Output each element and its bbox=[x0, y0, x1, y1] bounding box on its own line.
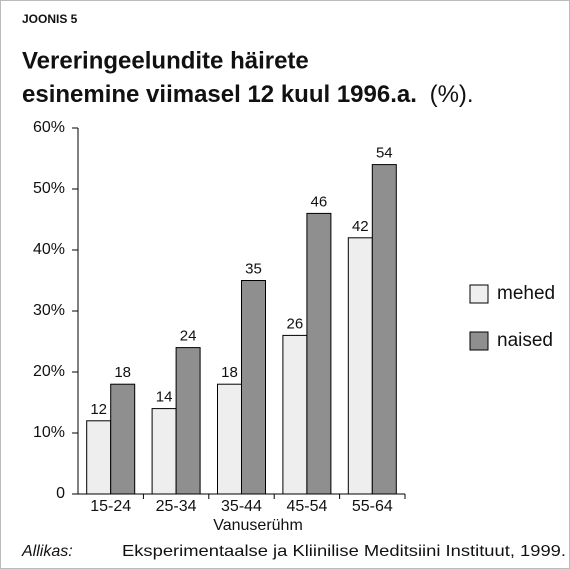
value-label: 14 bbox=[156, 389, 173, 406]
bar bbox=[306, 212, 332, 495]
value-label: 54 bbox=[376, 145, 393, 162]
value-label: 12 bbox=[90, 401, 107, 418]
bar bbox=[151, 408, 177, 495]
bar bbox=[347, 237, 373, 495]
value-label: 26 bbox=[287, 315, 304, 332]
value-label: 18 bbox=[114, 364, 131, 381]
value-label: 18 bbox=[221, 364, 238, 381]
y-tick-label: 10% bbox=[33, 424, 65, 441]
bar bbox=[241, 280, 266, 495]
x-tick-label: 15-24 bbox=[90, 498, 131, 515]
bar bbox=[217, 383, 242, 495]
x-tick-label: 55-64 bbox=[352, 498, 393, 515]
chart-unit: (%). bbox=[430, 81, 474, 108]
chart-title-line: esinemine viimasel 12 kuul 1996.a. (%). bbox=[22, 81, 474, 108]
x-tick-label: 45-54 bbox=[286, 498, 327, 515]
x-axis-label: Vanuserühm bbox=[213, 517, 303, 534]
y-tick-label: 20% bbox=[33, 363, 65, 380]
chart-title: Vereringeelundite häirete bbox=[22, 47, 309, 74]
y-tick-label: 50% bbox=[33, 180, 65, 197]
value-label: 24 bbox=[180, 328, 197, 345]
bar bbox=[371, 164, 397, 495]
bar bbox=[175, 347, 201, 495]
x-tick-label: 25-34 bbox=[156, 498, 197, 515]
y-tick-label: 0 bbox=[56, 485, 65, 502]
value-label: 35 bbox=[245, 260, 262, 277]
bar bbox=[282, 334, 308, 495]
legend-label: naised bbox=[497, 330, 553, 351]
y-tick-label: 60% bbox=[33, 119, 65, 136]
y-tick-label: 40% bbox=[33, 241, 65, 258]
chart-title: esinemine viimasel 12 kuul 1996.a. bbox=[22, 81, 417, 108]
figure-label: JOONIS 5 bbox=[22, 12, 78, 26]
x-tick-label: 35-44 bbox=[221, 498, 262, 515]
legend-swatch bbox=[469, 331, 489, 351]
legend-swatch bbox=[469, 284, 489, 304]
bar bbox=[86, 420, 112, 495]
y-tick-label: 30% bbox=[33, 302, 65, 319]
bar bbox=[110, 383, 136, 495]
source-label: Allikas: bbox=[21, 543, 73, 560]
value-label: 42 bbox=[352, 218, 369, 235]
value-label: 46 bbox=[311, 193, 328, 210]
legend-label: mehed bbox=[497, 283, 555, 304]
source: Eksperimentaalse ja Kliinilise Meditsiin… bbox=[122, 543, 566, 560]
